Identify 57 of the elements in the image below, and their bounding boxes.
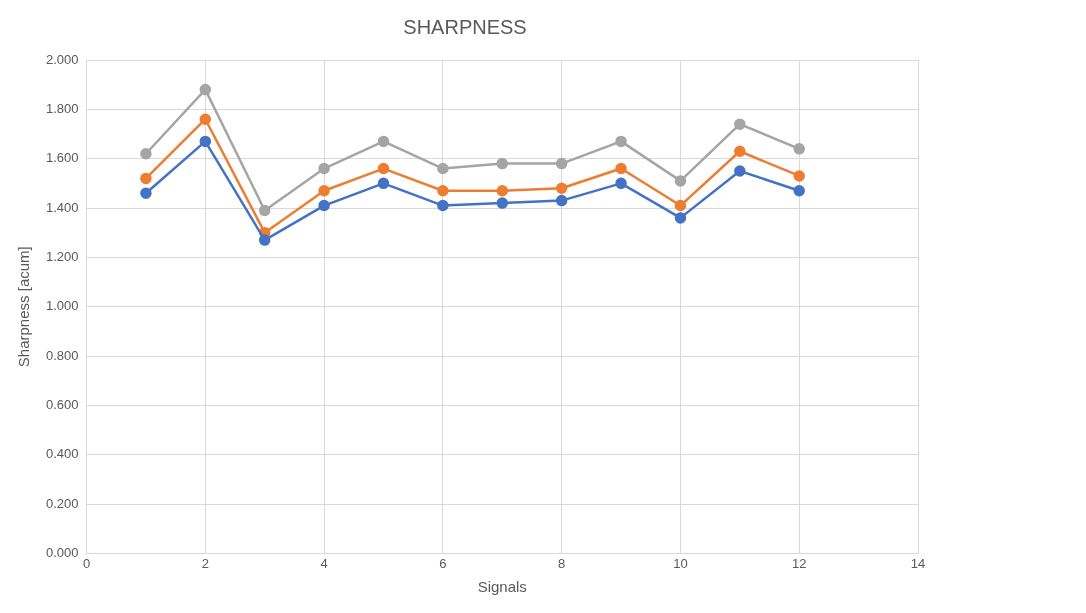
point <box>258 204 271 217</box>
point <box>793 143 805 155</box>
point <box>140 148 152 160</box>
point <box>258 234 271 246</box>
chart-title: SHARPNESS <box>403 15 527 38</box>
y-tick-label: 0.800 <box>45 347 79 363</box>
point <box>377 135 390 148</box>
y-tick-label: 1.600 <box>45 150 79 166</box>
y-tick-label: 0.000 <box>45 544 79 560</box>
x-axis-title: Signals <box>477 578 527 596</box>
point <box>734 145 746 158</box>
point <box>377 177 390 190</box>
y-tick-label: 1.200 <box>45 248 79 264</box>
y-tick-label: 1.400 <box>45 199 79 215</box>
x-tick-label: 6 <box>439 555 447 571</box>
x-tick-label: 12 <box>791 555 807 571</box>
point <box>615 162 627 175</box>
point <box>377 162 390 175</box>
point <box>496 157 509 170</box>
point <box>318 162 330 175</box>
point <box>496 197 509 209</box>
point <box>555 194 568 207</box>
point <box>615 135 627 148</box>
x-tick-label: 2 <box>201 555 209 571</box>
point <box>199 83 212 96</box>
point <box>140 172 152 185</box>
point <box>793 185 805 197</box>
point <box>674 212 687 224</box>
y-tick-label: 2.000 <box>45 51 79 67</box>
y-tick-label: 0.600 <box>45 396 79 412</box>
y-tick-label: 1.000 <box>45 298 79 314</box>
y-tick-label: 1.800 <box>45 100 79 116</box>
point <box>318 185 330 197</box>
point <box>318 199 330 212</box>
point <box>555 157 568 170</box>
x-tick-label: 10 <box>673 555 688 571</box>
x-tick-label: 14 <box>910 555 926 571</box>
point <box>615 177 627 190</box>
point <box>734 165 746 177</box>
point <box>437 162 449 175</box>
y-axis-title: Sharpness [acum] <box>15 246 33 368</box>
x-tick-label: 4 <box>320 555 328 571</box>
point <box>437 185 449 197</box>
point <box>555 182 568 195</box>
y-tick-label: 0.400 <box>45 446 79 462</box>
point <box>199 113 212 125</box>
point <box>140 187 152 199</box>
point <box>674 199 687 212</box>
x-tick-label: 8 <box>558 555 566 571</box>
y-tick-label: 0.200 <box>45 495 79 511</box>
point <box>437 199 449 212</box>
point <box>793 170 805 182</box>
point <box>674 175 687 187</box>
point <box>199 135 212 148</box>
point <box>734 118 746 130</box>
x-tick-label: 0 <box>82 555 91 571</box>
point <box>496 185 509 197</box>
